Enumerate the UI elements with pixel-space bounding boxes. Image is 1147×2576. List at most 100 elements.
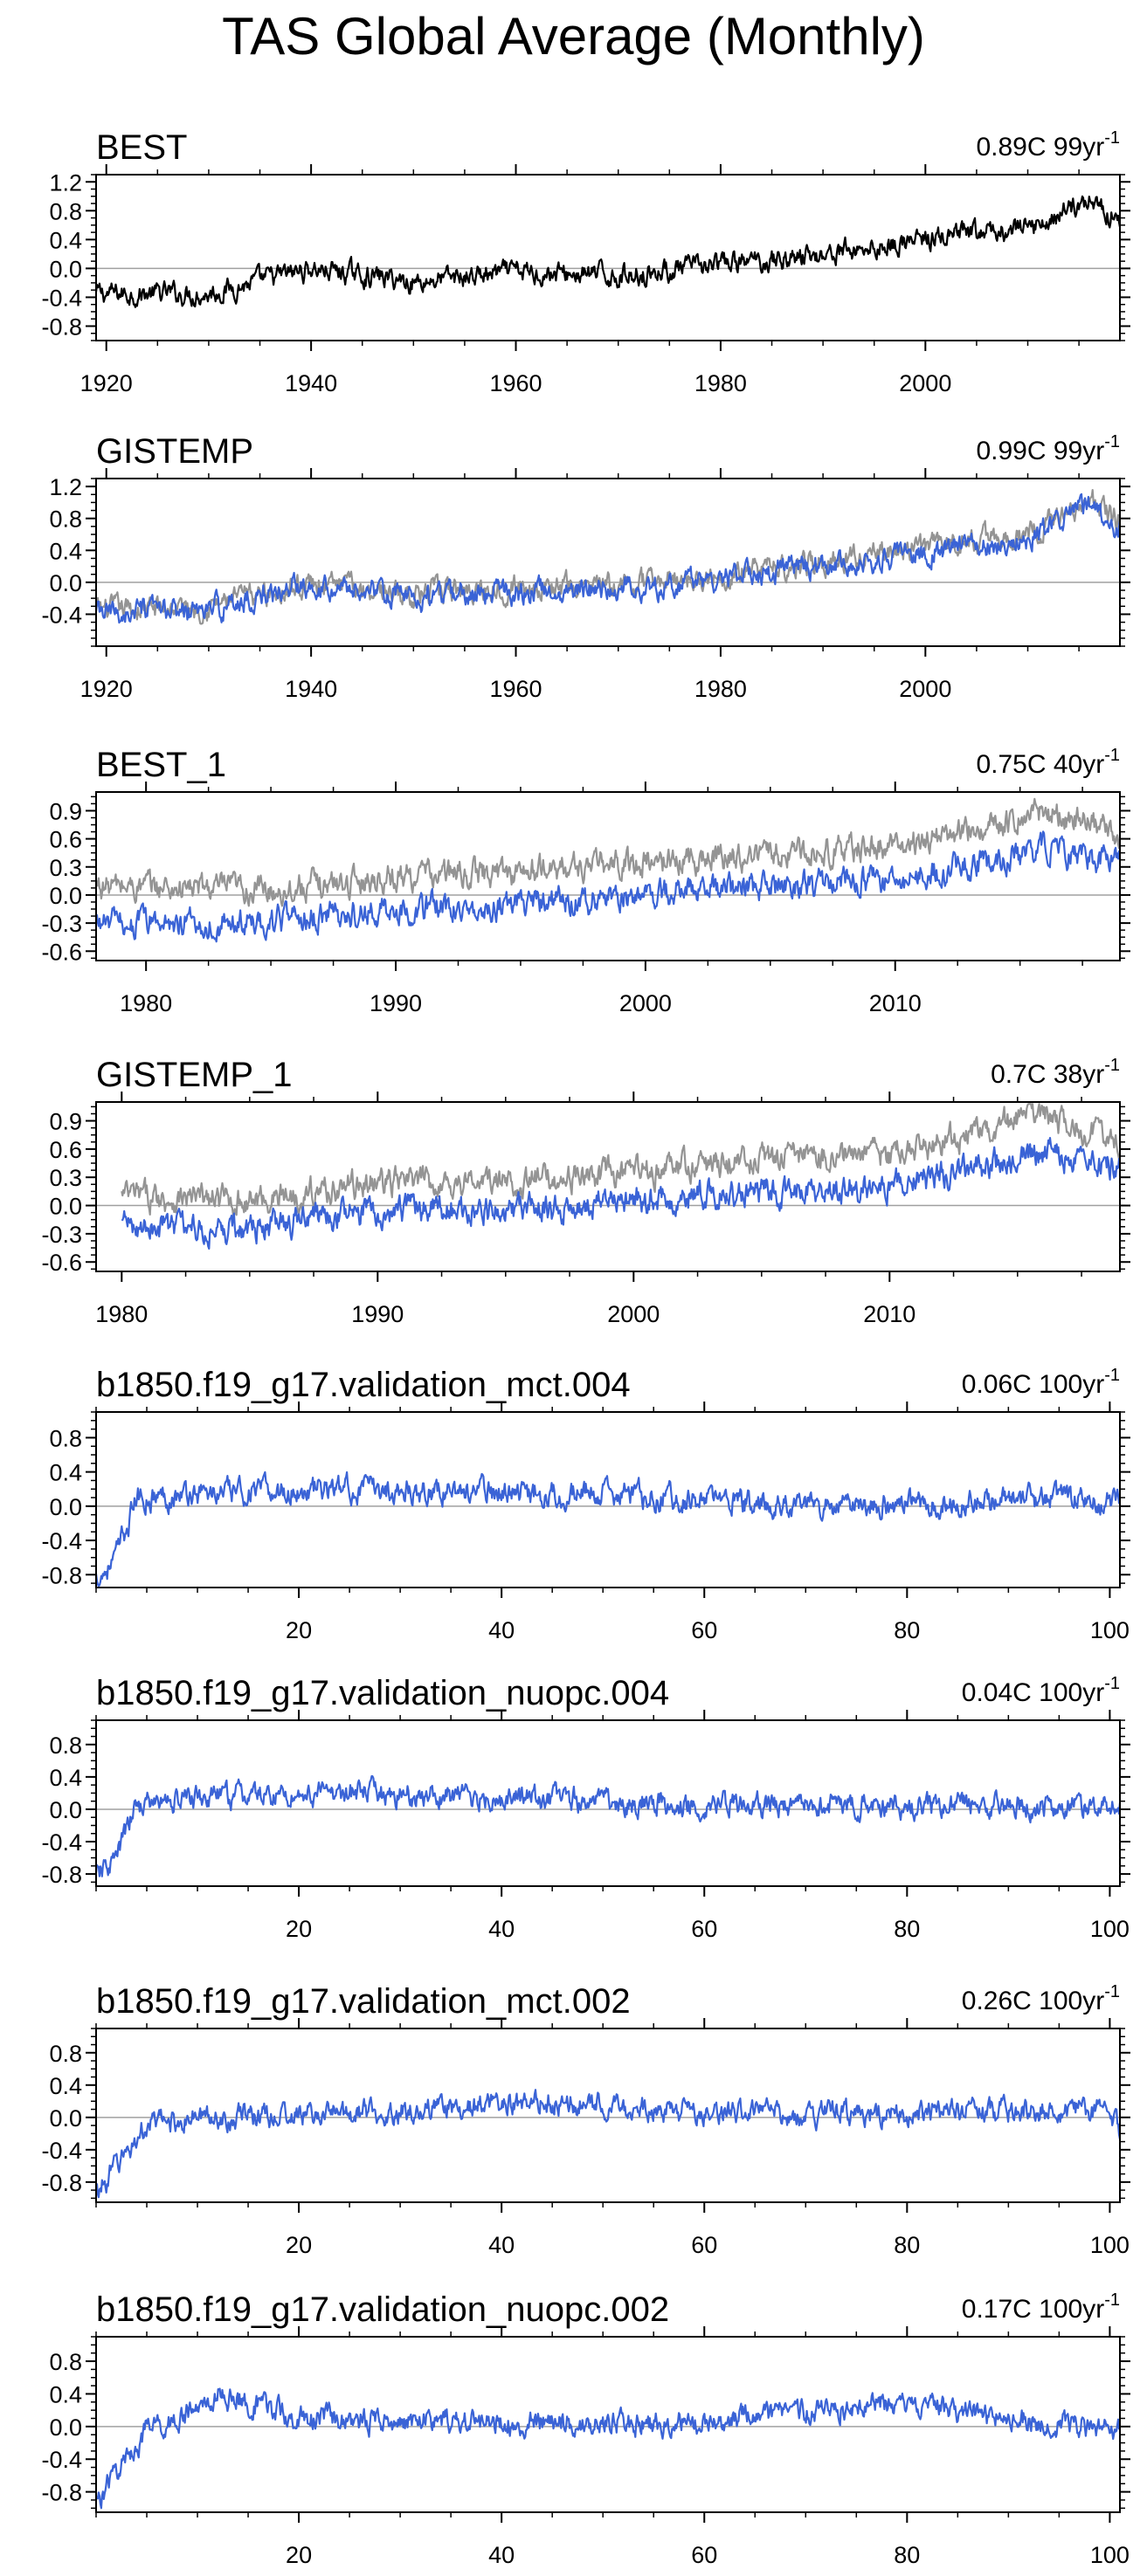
y-tick-label: -0.4: [41, 2447, 82, 2473]
y-tick-label: 0.8: [49, 2349, 82, 2375]
y-tick-label: 0.8: [49, 2041, 82, 2067]
plot-frame: [95, 2028, 1121, 2203]
y-tick-label: 0.4: [49, 2381, 82, 2407]
x-tick-label: 20: [286, 2232, 312, 2258]
x-tick-label: 60: [691, 1617, 717, 1643]
x-tick-label: 60: [691, 1916, 717, 1942]
plot-frame: [95, 2336, 1121, 2513]
x-tick-label: 2000: [607, 1301, 660, 1327]
x-tick-label: 1960: [489, 370, 542, 396]
y-tick-label: 0.0: [49, 1797, 82, 1823]
y-tick-label: -0.4: [41, 285, 82, 311]
y-tick-label: -0.8: [41, 313, 82, 340]
y-tick-label: -0.3: [41, 1222, 82, 1248]
x-tick-label: 100: [1090, 2542, 1130, 2568]
trend-label: 0.04C 100yr-1: [962, 1674, 1120, 1707]
chart-title: b1850.f19_g17.validation_nuopc.004: [96, 1674, 669, 1712]
x-tick-label: 1980: [694, 676, 747, 702]
y-tick-label: 0.3: [49, 1165, 82, 1191]
plot-frame: [95, 1719, 1121, 1887]
y-tick-label: -0.8: [41, 1862, 82, 1888]
y-tick-label: -0.4: [41, 1528, 82, 1554]
x-tick-label: 40: [488, 1617, 515, 1643]
y-tick-label: 0.8: [49, 1732, 82, 1759]
y-tick-label: 0.4: [49, 2073, 82, 2099]
y-tick-label: 0.4: [49, 227, 82, 253]
series-line-1: [95, 2387, 1122, 2510]
plot-frame: [95, 174, 1121, 341]
chart-title: b1850.f19_g17.validation_mct.002: [96, 1982, 631, 2021]
trend-label: 0.06C 100yr-1: [962, 1366, 1120, 1399]
y-tick-label: 0.0: [49, 2414, 82, 2441]
y-tick-label: 0.4: [49, 1765, 82, 1791]
series-line-2: [121, 1136, 1121, 1250]
x-tick-label: 2000: [899, 370, 951, 396]
y-tick-label: 0.0: [49, 256, 82, 282]
chart-panel-5: b1850.f19_g17.validation_mct.004 0.06C 10…: [41, 1366, 1130, 1643]
trend-label: 0.89C 99yr-1: [976, 128, 1120, 162]
series-line-1: [95, 797, 1122, 907]
series-line-1: [94, 195, 1122, 308]
y-tick-label: 1.2: [49, 169, 82, 196]
x-tick-label: 80: [894, 2542, 920, 2568]
x-tick-label: 1990: [370, 990, 422, 1016]
y-tick-label: 0.0: [49, 883, 82, 909]
x-tick-label: 1940: [285, 676, 337, 702]
x-tick-label: 60: [691, 2232, 717, 2258]
y-tick-label: 0.3: [49, 855, 82, 881]
plot-frame: [95, 1101, 1121, 1272]
trend-label: 0.7C 38yr-1: [991, 1056, 1120, 1089]
y-tick-label: 0.6: [49, 1137, 82, 1163]
y-tick-label: -0.4: [41, 1829, 82, 1856]
chart-panel-2: GISTEMP 0.99C 99yr-1 -0.4 0.0 0.4 0.8 1.2 1920 1…: [41, 432, 1130, 702]
y-tick-label: 0.6: [49, 827, 82, 853]
series-line-1: [94, 2089, 1122, 2199]
x-tick-label: 60: [691, 2542, 717, 2568]
plot-frame: [95, 791, 1121, 961]
x-tick-label: 2010: [863, 1301, 916, 1327]
plot-frame: [95, 478, 1121, 647]
y-tick-label: 0.9: [49, 1109, 82, 1135]
x-tick-label: 1980: [95, 1301, 148, 1327]
x-tick-label: 100: [1090, 2232, 1130, 2258]
y-tick-label: 0.0: [49, 1194, 82, 1220]
trend-label: 0.17C 100yr-1: [962, 2290, 1120, 2324]
x-tick-label: 1990: [351, 1301, 404, 1327]
x-tick-label: 40: [488, 2232, 515, 2258]
chart-panel-6: b1850.f19_g17.validation_nuopc.004 0.04C …: [41, 1674, 1130, 1942]
x-tick-label: 40: [488, 2542, 515, 2568]
x-tick-label: 80: [894, 2232, 920, 2258]
trend-label: 0.75C 40yr-1: [976, 746, 1120, 779]
y-tick-label: -0.4: [41, 2138, 82, 2164]
chart-panel-4: GISTEMP_1 0.7C 38yr-1 -0.6-0.30.0 0.30.60.9…: [41, 1056, 1130, 1327]
x-tick-label: 100: [1090, 1916, 1130, 1942]
y-tick-label: 0.0: [49, 570, 82, 596]
y-tick-label: -0.6: [41, 939, 82, 965]
x-tick-label: 40: [488, 1916, 515, 1942]
y-tick-label: 0.9: [49, 798, 82, 824]
y-tick-label: 0.8: [49, 506, 82, 533]
chart-panel-7: b1850.f19_g17.validation_mct.002 0.26C 10…: [41, 1982, 1130, 2258]
series-line-1: [121, 1103, 1121, 1216]
x-tick-label: 20: [286, 2542, 312, 2568]
trend-label: 0.26C 100yr-1: [962, 1982, 1120, 2015]
chart-title: BEST: [96, 128, 187, 167]
y-tick-label: -0.8: [41, 2170, 82, 2196]
chart-title: BEST_1: [96, 746, 226, 784]
series-line-2: [94, 830, 1122, 943]
series-line-1: [94, 1774, 1122, 1877]
trend-label: 0.99C 99yr-1: [976, 432, 1120, 465]
x-tick-label: 1920: [80, 370, 133, 396]
series-line-1: [94, 1471, 1122, 1588]
y-tick-label: -0.8: [41, 1562, 82, 1588]
x-tick-label: 1920: [80, 676, 133, 702]
x-tick-label: 20: [286, 1916, 312, 1942]
y-tick-label: 0.4: [49, 538, 82, 564]
y-tick-label: 0.0: [49, 1494, 82, 1520]
y-tick-label: 0.8: [49, 198, 82, 224]
y-tick-label: -0.4: [41, 602, 82, 628]
x-tick-label: 20: [286, 1617, 312, 1643]
chart-title: b1850.f19_g17.validation_mct.004: [96, 1366, 631, 1404]
series-line-2: [94, 492, 1122, 624]
